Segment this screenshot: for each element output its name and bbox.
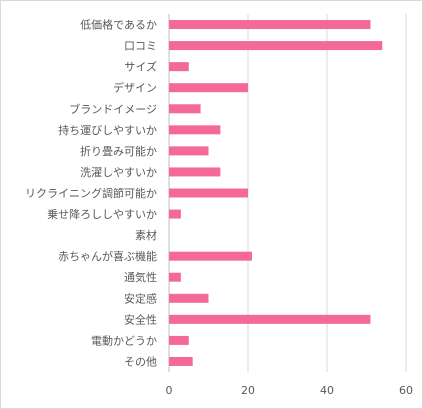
bar [169, 20, 371, 30]
bar [169, 83, 248, 93]
bar [169, 293, 209, 303]
x-tick-label: 0 [166, 384, 173, 397]
x-tick-label: 60 [399, 384, 413, 397]
bar [169, 188, 248, 198]
bar [169, 125, 221, 135]
bar [169, 335, 189, 345]
category-label: その他 [124, 355, 157, 368]
category-label: 口コミ [124, 40, 157, 53]
bar [169, 62, 189, 72]
x-tick-label: 40 [320, 384, 334, 397]
bar [169, 356, 193, 366]
category-labels: 低価格であるか口コミサイズデザインブランドイメージ持ち運びしやすいか折り畳み可能… [25, 18, 157, 369]
bar [169, 146, 209, 156]
bar [169, 167, 221, 177]
category-label: 電動かどうか [91, 333, 157, 347]
x-tick-labels: 0 20 40 60 [166, 384, 414, 397]
category-label: リクライニング調節可能か [25, 186, 157, 200]
category-label: 持ち運びしやすいか [58, 123, 157, 137]
bar [169, 314, 371, 324]
bar [169, 209, 181, 219]
bar [169, 251, 252, 261]
category-label: 安定感 [124, 291, 157, 305]
category-label: サイズ [124, 60, 157, 74]
category-label: 安全性 [124, 312, 157, 326]
category-label: 乗せ降ろししやすいか [47, 207, 157, 221]
category-label: 赤ちゃんが喜ぶ機能 [58, 249, 157, 263]
category-label: 洗濯しやすいか [80, 166, 157, 179]
category-label: 素材 [135, 228, 157, 242]
category-label: 折り畳み可能か [80, 144, 157, 158]
category-label: デザイン [113, 81, 157, 95]
bar [169, 41, 383, 51]
category-label: 通気性 [124, 270, 157, 284]
category-label: ブランドイメージ [69, 102, 157, 116]
category-label: 低価格であるか [80, 18, 157, 32]
x-tick-label: 20 [241, 384, 255, 397]
bar [169, 104, 201, 114]
bars [169, 20, 383, 366]
bar [169, 272, 181, 282]
